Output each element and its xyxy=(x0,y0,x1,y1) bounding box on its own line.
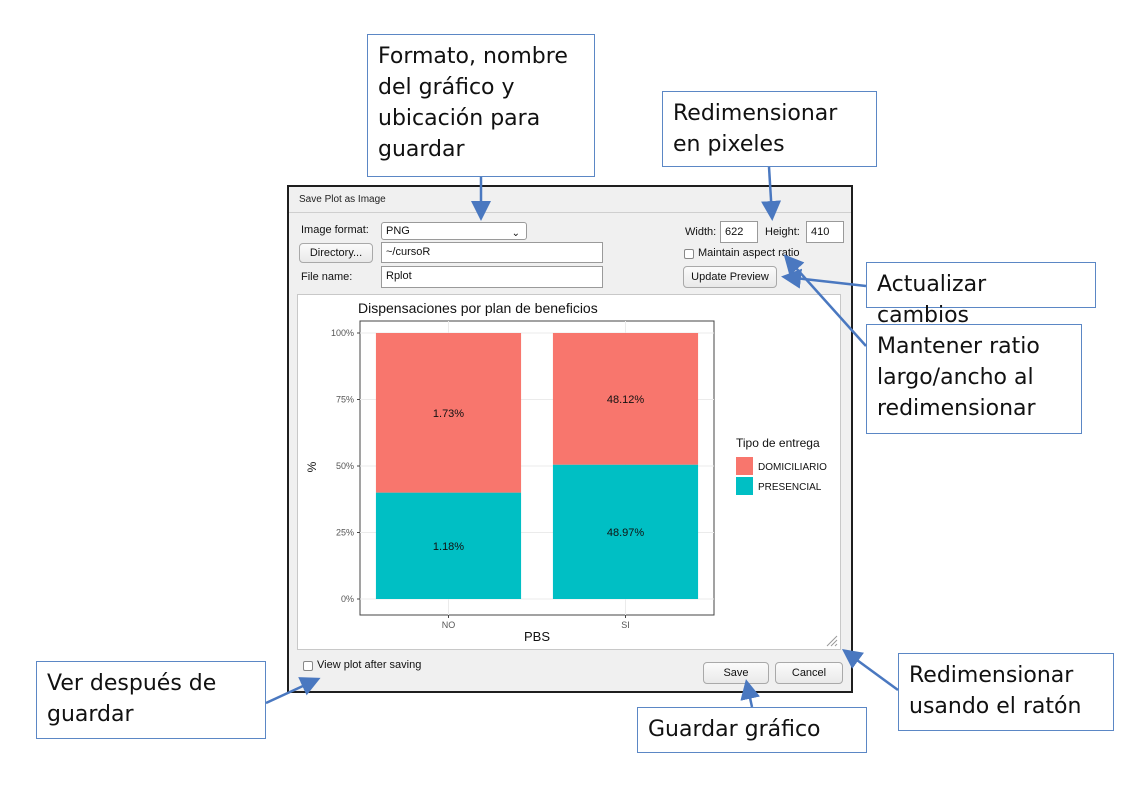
arrow-actualizar xyxy=(781,268,867,289)
legend-swatch-presencial xyxy=(736,477,753,495)
data-label: 1.18% xyxy=(433,541,464,553)
width-label: Width: xyxy=(685,226,717,238)
callout-formato: Formato, nombre del gráfico y ubicación … xyxy=(367,34,595,177)
image-format-value: PNG xyxy=(386,225,410,237)
resize-grip-icon[interactable] xyxy=(824,633,838,647)
chevron-down-icon: ⌄ xyxy=(511,228,520,239)
width-input[interactable]: 622 xyxy=(720,221,758,243)
callout-actualizar: Actualizar cambios xyxy=(866,262,1096,328)
arrow-ver-despues xyxy=(265,677,321,705)
directory-button[interactable]: Directory... xyxy=(299,243,373,263)
plot-preview: Dispensaciones por plan de beneficios 1.… xyxy=(297,294,841,650)
y-tick-label: 25% xyxy=(336,528,354,538)
bar-segment-presencial-si xyxy=(552,464,699,599)
legend-title: Tipo de entrega xyxy=(736,436,820,450)
callout-redimensionar-raton: Redimensionar usando el ratón xyxy=(898,653,1114,731)
y-axis-title: % xyxy=(305,461,319,472)
callout-ver-despues: Ver después de guardar xyxy=(36,661,266,739)
file-name-label: File name: xyxy=(301,271,353,283)
bar-segment-domiciliario-no xyxy=(375,333,522,493)
legend-label: PRESENCIAL xyxy=(758,482,822,493)
arrow-guardar xyxy=(740,679,760,708)
y-tick-label: 0% xyxy=(341,594,354,604)
cancel-button[interactable]: Cancel xyxy=(775,662,843,684)
arrow-mantener xyxy=(783,254,867,347)
bar-segment-presencial-no xyxy=(375,492,522,599)
height-label: Height: xyxy=(765,226,800,238)
directory-field: ~/cursoR xyxy=(381,242,603,263)
data-label: 48.12% xyxy=(607,394,645,406)
dialog-title: Save Plot as Image xyxy=(289,187,851,213)
y-tick-label: 75% xyxy=(336,395,354,405)
height-input[interactable]: 410 xyxy=(806,221,844,243)
image-format-label: Image format: xyxy=(301,224,369,236)
data-label: 1.73% xyxy=(433,408,464,420)
chart-title: Dispensaciones por plan de beneficios xyxy=(358,300,598,316)
arrow-redimensionar-raton xyxy=(841,649,899,692)
save-plot-dialog: Save Plot as Image Image format: PNG ⌄ D… xyxy=(287,185,853,693)
view-after-saving-checkbox[interactable] xyxy=(303,661,313,671)
callout-guardar: Guardar gráfico xyxy=(637,707,867,753)
data-label: 48.97% xyxy=(607,527,645,539)
file-name-input[interactable]: Rplot xyxy=(381,266,603,288)
maintain-aspect-checkbox[interactable] xyxy=(684,249,694,259)
y-tick-label: 50% xyxy=(336,461,354,471)
legend-swatch-domiciliario xyxy=(736,457,753,475)
view-after-saving-label: View plot after saving xyxy=(317,659,422,671)
stacked-bar-chart: Dispensaciones por plan de beneficios 1.… xyxy=(305,300,827,644)
arrow-redimensionar-pixeles xyxy=(761,166,782,221)
image-format-select[interactable]: PNG ⌄ xyxy=(381,222,527,240)
maintain-aspect-label: Maintain aspect ratio xyxy=(698,247,800,259)
x-tick-label: SI xyxy=(621,620,630,630)
update-preview-button[interactable]: Update Preview xyxy=(683,266,777,288)
y-tick-label: 100% xyxy=(331,328,354,338)
x-axis-title: PBS xyxy=(524,629,550,644)
callout-mantener-ratio: Mantener ratio largo/ancho al redimensio… xyxy=(866,324,1082,434)
x-tick-label: NO xyxy=(442,620,456,630)
legend-label: DOMICILIARIO xyxy=(758,462,827,473)
save-button[interactable]: Save xyxy=(703,662,769,684)
bar-segment-domiciliario-si xyxy=(552,333,699,465)
callout-redimensionar-pixeles: Redimensionar en pixeles xyxy=(662,91,877,167)
